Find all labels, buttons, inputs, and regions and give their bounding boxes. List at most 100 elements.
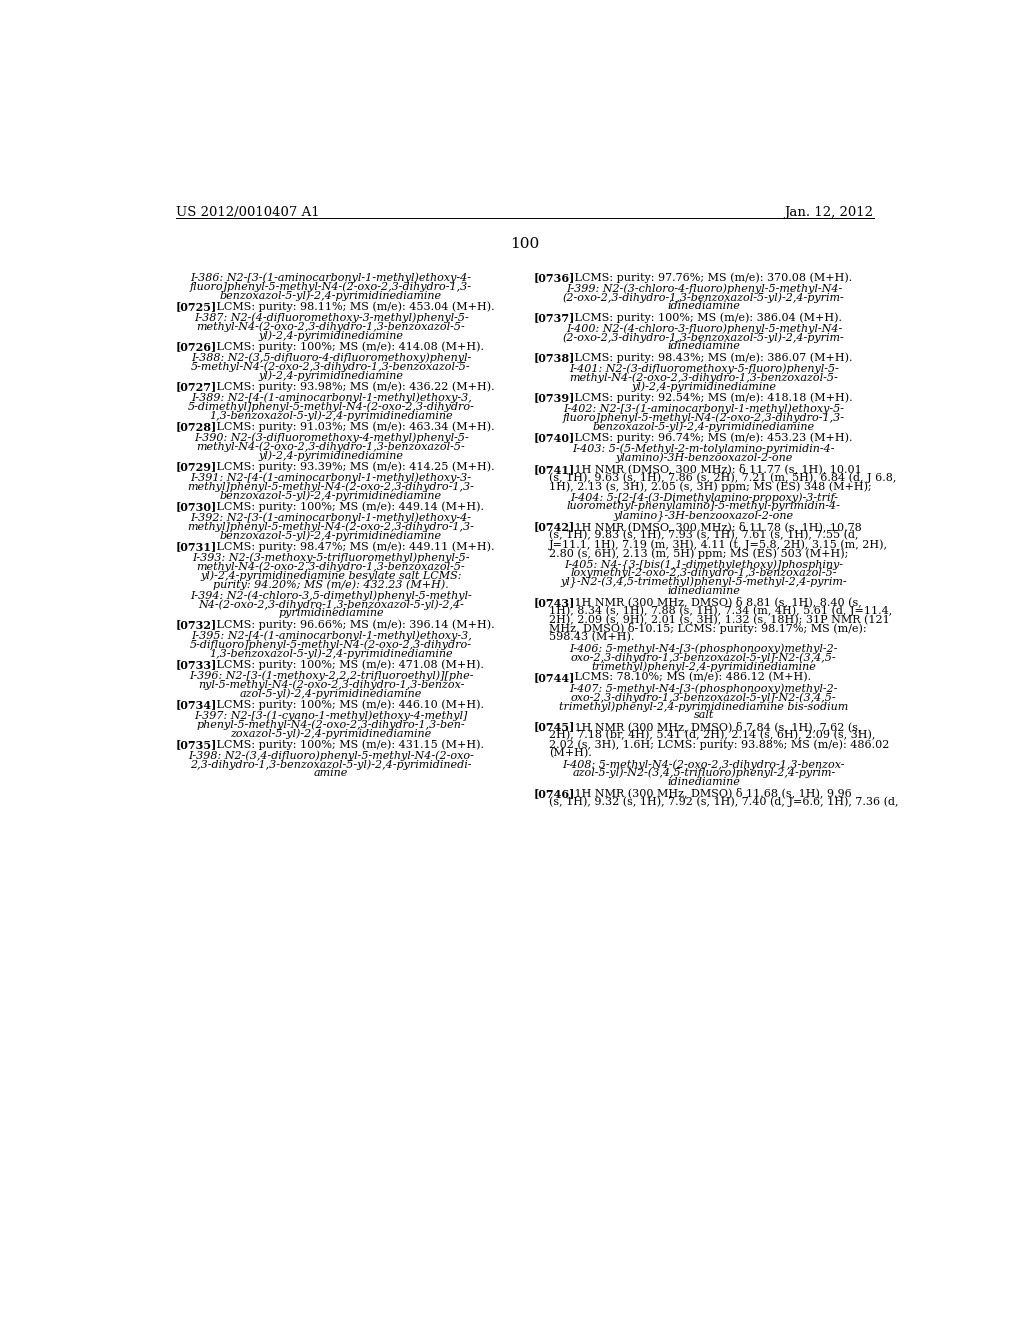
Text: [0742]: [0742] [535,521,575,532]
Text: I-407: 5-methyl-N4-[3-(phosphonooxy)methyl-2-: I-407: 5-methyl-N4-[3-(phosphonooxy)meth… [569,684,838,694]
Text: loxymethyl-2-oxo-2,3-dihydro-1,3-benzoxazol-5-: loxymethyl-2-oxo-2,3-dihydro-1,3-benzoxa… [570,568,837,578]
Text: benzoxazol-5-yl)-2,4-pyrimidinediamine: benzoxazol-5-yl)-2,4-pyrimidinediamine [593,421,815,432]
Text: I-395: N2-[4-(1-aminocarbonyl-1-methyl)ethoxy-3,: I-395: N2-[4-(1-aminocarbonyl-1-methyl)e… [190,631,471,642]
Text: [0740]: [0740] [535,433,575,444]
Text: zoxazol-5-yl)-2,4-pyrimidinediamine: zoxazol-5-yl)-2,4-pyrimidinediamine [230,729,432,739]
Text: methyl-N4-(2-oxo-2,3-dihydro-1,3-benzoxazol-5-: methyl-N4-(2-oxo-2,3-dihydro-1,3-benzoxa… [569,372,839,383]
Text: LCMS: purity: 100%; MS (m/e): 446.10 (M+H).: LCMS: purity: 100%; MS (m/e): 446.10 (M+… [206,700,484,710]
Text: fluoro]phenyl-5-methyl-N4-(2-oxo-2,3-dihydro-1,3-: fluoro]phenyl-5-methyl-N4-(2-oxo-2,3-dih… [563,412,845,424]
Text: 1H NMR (DMSO, 300 MHz): δ 11.77 (s, 1H), 10.01: 1H NMR (DMSO, 300 MHz): δ 11.77 (s, 1H),… [564,463,862,474]
Text: [0725]: [0725] [176,301,217,313]
Text: 2.80 (s, 6H), 2.13 (m, 5H) ppm; MS (ES) 503 (M+H);: 2.80 (s, 6H), 2.13 (m, 5H) ppm; MS (ES) … [549,548,849,558]
Text: luoromethyl-phenylamino]-5-methyl-pyrimidin-4-: luoromethyl-phenylamino]-5-methyl-pyrimi… [567,502,841,511]
Text: [0741]: [0741] [535,463,575,475]
Text: oxo-2,3-dihydro-1,3-benzoxazol-5-yl]-N2-(3,4,5-: oxo-2,3-dihydro-1,3-benzoxazol-5-yl]-N2-… [571,652,837,663]
Text: [0744]: [0744] [535,672,575,684]
Text: I-406: 5-methyl-N4-[3-(phosphonooxy)methyl-2-: I-406: 5-methyl-N4-[3-(phosphonooxy)meth… [569,644,838,655]
Text: [0732]: [0732] [176,619,217,630]
Text: trimethyl)phenyl-2,4-pyrimidinediamine bis-sodium: trimethyl)phenyl-2,4-pyrimidinediamine b… [559,701,849,711]
Text: LCMS: purity: 98.47%; MS (m/e): 449.11 (M+H).: LCMS: purity: 98.47%; MS (m/e): 449.11 (… [206,541,495,552]
Text: 2H), 2.09 (s, 9H), 2.01 (s, 3H), 1.32 (s, 18H); 31P NMR (121: 2H), 2.09 (s, 9H), 2.01 (s, 3H), 1.32 (s… [549,615,890,624]
Text: yl)-2,4-pyrimidinediamine: yl)-2,4-pyrimidinediamine [258,330,403,341]
Text: 100: 100 [510,238,540,251]
Text: 5-dimethyl]phenyl-5-methyl-N4-(2-oxo-2,3-dihydro-: 5-dimethyl]phenyl-5-methyl-N4-(2-oxo-2,3… [187,401,474,412]
Text: LCMS: purity: 97.76%; MS (m/e): 370.08 (M+H).: LCMS: purity: 97.76%; MS (m/e): 370.08 (… [564,272,852,282]
Text: I-393: N2-(3-methoxy-5-trifluoromethyl)phenyl-5-: I-393: N2-(3-methoxy-5-trifluoromethyl)p… [193,553,470,564]
Text: ylamino)-3H-benzooxazol-2-one: ylamino)-3H-benzooxazol-2-one [615,453,793,463]
Text: I-403: 5-(5-Methyl-2-m-tolylamino-pyrimidin-4-: I-403: 5-(5-Methyl-2-m-tolylamino-pyrimi… [572,444,836,454]
Text: I-392: N2-[3-(1-aminocarbonyl-1-methyl)ethoxy-4-: I-392: N2-[3-(1-aminocarbonyl-1-methyl)e… [190,512,471,523]
Text: 2,3-dihydro-1,3-benzoxazol-5-yl)-2,4-pyrimidinedi-: 2,3-dihydro-1,3-benzoxazol-5-yl)-2,4-pyr… [190,759,472,770]
Text: 1,3-benzoxazol-5-yl)-2,4-pyrimidinediamine: 1,3-benzoxazol-5-yl)-2,4-pyrimidinediami… [209,411,453,421]
Text: purity: 94.20%; MS (m/e): 432.23 (M+H).: purity: 94.20%; MS (m/e): 432.23 (M+H). [213,579,449,590]
Text: [0737]: [0737] [535,313,575,323]
Text: yl)-2,4-pyrimidinediamine: yl)-2,4-pyrimidinediamine [632,381,776,392]
Text: I-397: N2-[3-(1-cyano-1-methyl)ethoxy-4-methyl]: I-397: N2-[3-(1-cyano-1-methyl)ethoxy-4-… [195,710,468,721]
Text: azol-5-yl)-N2-(3,4,5-trifluoro)phenyl-2,4-pyrim-: azol-5-yl)-N2-(3,4,5-trifluoro)phenyl-2,… [572,768,836,779]
Text: I-404: 5-[2-[4-(3-Dimethylamino-propoxy)-3-trif-: I-404: 5-[2-[4-(3-Dimethylamino-propoxy)… [569,492,838,503]
Text: yl}-N2-(3,4,5-trimethyl)phenyl-5-methyl-2,4-pyrim-: yl}-N2-(3,4,5-trimethyl)phenyl-5-methyl-… [560,577,847,589]
Text: I-387: N2-(4-difluoromethoxy-3-methyl)phenyl-5-: I-387: N2-(4-difluoromethoxy-3-methyl)ph… [194,313,468,323]
Text: 2H), 7.18 (br, 4H), 5.41 (d, 2H), 2.14 (s, 6H), 2.09 (s, 3H),: 2H), 7.18 (br, 4H), 5.41 (d, 2H), 2.14 (… [549,730,876,741]
Text: [0727]: [0727] [176,381,217,392]
Text: Jan. 12, 2012: Jan. 12, 2012 [784,206,873,219]
Text: [0729]: [0729] [176,462,217,473]
Text: methyl]phenyl-5-methyl-N4-(2-oxo-2,3-dihydro-1,3-: methyl]phenyl-5-methyl-N4-(2-oxo-2,3-dih… [187,482,474,492]
Text: LCMS: purity: 91.03%; MS (m/e): 463.34 (M+H).: LCMS: purity: 91.03%; MS (m/e): 463.34 (… [206,421,495,432]
Text: I-402: N2-[3-(1-aminocarbonyl-1-methyl)ethoxy-5-: I-402: N2-[3-(1-aminocarbonyl-1-methyl)e… [563,404,845,414]
Text: (M+H).: (M+H). [549,748,592,758]
Text: 2.02 (s, 3H), 1.6H; LCMS: purity: 93.88%; MS (m/e): 486.02: 2.02 (s, 3H), 1.6H; LCMS: purity: 93.88%… [549,739,890,750]
Text: trimethyl)phenyl-2,4-pyrimidinediamine: trimethyl)phenyl-2,4-pyrimidinediamine [592,661,816,672]
Text: I-408: 5-methyl-N4-(2-oxo-2,3-dihydro-1,3-benzox-: I-408: 5-methyl-N4-(2-oxo-2,3-dihydro-1,… [562,759,845,770]
Text: amine: amine [314,768,348,779]
Text: LCMS: purity: 98.11%; MS (m/e): 453.04 (M+H).: LCMS: purity: 98.11%; MS (m/e): 453.04 (… [206,301,495,312]
Text: 5-methyl-N4-(2-oxo-2,3-dihydro-1,3-benzoxazol-5-: 5-methyl-N4-(2-oxo-2,3-dihydro-1,3-benzo… [191,362,471,372]
Text: I-401: N2-(3-difluoromethoxy-5-fluoro)phenyl-5-: I-401: N2-(3-difluoromethoxy-5-fluoro)ph… [569,363,839,374]
Text: I-386: N2-[3-(1-aminocarbonyl-1-methyl)ethoxy-4-: I-386: N2-[3-(1-aminocarbonyl-1-methyl)e… [190,272,471,282]
Text: ylamino}-3H-benzooxazol-2-one: ylamino}-3H-benzooxazol-2-one [613,511,794,521]
Text: nyl-5-methyl-N4-(2-oxo-2,3-dihydro-1,3-benzox-: nyl-5-methyl-N4-(2-oxo-2,3-dihydro-1,3-b… [198,680,464,690]
Text: [0735]: [0735] [176,739,217,750]
Text: I-405: N4-{3-[bis(1,1-dimethylethoxy)]phosphiny-: I-405: N4-{3-[bis(1,1-dimethylethoxy)]ph… [564,560,844,570]
Text: [0730]: [0730] [176,502,217,512]
Text: idinediamine: idinediamine [668,301,740,312]
Text: I-394: N2-(4-chloro-3,5-dimethyl)phenyl-5-methyl-: I-394: N2-(4-chloro-3,5-dimethyl)phenyl-… [190,590,472,601]
Text: [0731]: [0731] [176,541,217,553]
Text: [0738]: [0738] [535,352,575,363]
Text: pyrimidinediamine: pyrimidinediamine [279,609,384,618]
Text: 1H), 8.34 (s, 1H), 7.88 (s, 1H), 7.34 (m, 4H), 5.61 (d, J=11.4,: 1H), 8.34 (s, 1H), 7.88 (s, 1H), 7.34 (m… [549,606,892,616]
Text: LCMS: purity: 98.43%; MS (m/e): 386.07 (M+H).: LCMS: purity: 98.43%; MS (m/e): 386.07 (… [564,352,853,363]
Text: phenyl-5-methyl-N4-(2-oxo-2,3-dihydro-1,3-ben-: phenyl-5-methyl-N4-(2-oxo-2,3-dihydro-1,… [197,719,465,730]
Text: [0726]: [0726] [176,342,217,352]
Text: I-389: N2-[4-(1-aminocarbonyl-1-methyl)ethoxy-3,: I-389: N2-[4-(1-aminocarbonyl-1-methyl)e… [190,392,471,403]
Text: salt: salt [693,710,714,721]
Text: 598.43 (M+H).: 598.43 (M+H). [549,632,635,643]
Text: 1H NMR (DMSO, 300 MHz): δ 11.78 (s, 1H), 10.78: 1H NMR (DMSO, 300 MHz): δ 11.78 (s, 1H),… [564,521,862,532]
Text: yl)-2,4-pyrimidinediamine: yl)-2,4-pyrimidinediamine [258,450,403,461]
Text: LCMS: purity: 93.39%; MS (m/e): 414.25 (M+H).: LCMS: purity: 93.39%; MS (m/e): 414.25 (… [206,462,495,473]
Text: oxo-2,3-dihydro-1,3-benzoxazol-5-yl]-N2-(3,4,5-: oxo-2,3-dihydro-1,3-benzoxazol-5-yl]-N2-… [571,693,837,704]
Text: [0745]: [0745] [535,721,575,733]
Text: fluoro]phenyl-5-methyl-N4-(2-oxo-2,3-dihydro-1,3-: fluoro]phenyl-5-methyl-N4-(2-oxo-2,3-dih… [190,281,472,292]
Text: 1H NMR (300 MHz, DMSO) δ 8.81 (s, 1H), 8.40 (s,: 1H NMR (300 MHz, DMSO) δ 8.81 (s, 1H), 8… [564,597,862,607]
Text: 1H), 2.13 (s, 3H), 2.05 (s, 3H) ppm; MS (ES) 348 (M+H);: 1H), 2.13 (s, 3H), 2.05 (s, 3H) ppm; MS … [549,482,871,492]
Text: methyl-N4-(2-oxo-2,3-dihydro-1,3-benzoxazol-5-: methyl-N4-(2-oxo-2,3-dihydro-1,3-benzoxa… [197,441,466,451]
Text: [0728]: [0728] [176,421,217,433]
Text: J=11.1, 1H), 7.19 (m, 3H), 4.11 (t, J=5.8, 2H), 3.15 (m, 2H),: J=11.1, 1H), 7.19 (m, 3H), 4.11 (t, J=5.… [549,539,888,549]
Text: methyl-N4-(2-oxo-2,3-dihydro-1,3-benzoxazol-5-: methyl-N4-(2-oxo-2,3-dihydro-1,3-benzoxa… [197,321,466,331]
Text: LCMS: 78.10%; MS (m/e): 486.12 (M+H).: LCMS: 78.10%; MS (m/e): 486.12 (M+H). [564,672,811,682]
Text: idinediamine: idinediamine [668,776,740,787]
Text: LCMS: purity: 100%; MS (m/e): 471.08 (M+H).: LCMS: purity: 100%; MS (m/e): 471.08 (M+… [206,659,484,669]
Text: MHz, DMSO) δ-10.15; LCMS: purity: 98.17%; MS (m/e):: MHz, DMSO) δ-10.15; LCMS: purity: 98.17%… [549,623,866,635]
Text: I-400: N2-(4-chloro-3-fluoro)phenyl-5-methyl-N4-: I-400: N2-(4-chloro-3-fluoro)phenyl-5-me… [565,323,842,334]
Text: LCMS: purity: 96.74%; MS (m/e): 453.23 (M+H).: LCMS: purity: 96.74%; MS (m/e): 453.23 (… [564,433,853,444]
Text: methyl-N4-(2-oxo-2,3-dihydro-1,3-benzoxazol-5-: methyl-N4-(2-oxo-2,3-dihydro-1,3-benzoxa… [197,561,466,572]
Text: yl)-2,4-pyrimidinediamine: yl)-2,4-pyrimidinediamine [258,370,403,380]
Text: benzoxazol-5-yl)-2,4-pyrimidinediamine: benzoxazol-5-yl)-2,4-pyrimidinediamine [220,531,442,541]
Text: [0733]: [0733] [176,659,217,671]
Text: 1H NMR (300 MHz, DMSO) δ 11.68 (s, 1H), 9.96: 1H NMR (300 MHz, DMSO) δ 11.68 (s, 1H), … [564,788,852,799]
Text: (s, 1H), 9.83 (s, 1H), 7.93 (s, 1H), 7.61 (s, 1H), 7.55 (d,: (s, 1H), 9.83 (s, 1H), 7.93 (s, 1H), 7.6… [549,531,859,541]
Text: idinediamine: idinediamine [668,586,740,595]
Text: benzoxazol-5-yl)-2,4-pyrimidinediamine: benzoxazol-5-yl)-2,4-pyrimidinediamine [220,490,442,500]
Text: (2-oxo-2,3-dihydro-1,3-benzoxazol-5-yl)-2,4-pyrim-: (2-oxo-2,3-dihydro-1,3-benzoxazol-5-yl)-… [563,333,845,343]
